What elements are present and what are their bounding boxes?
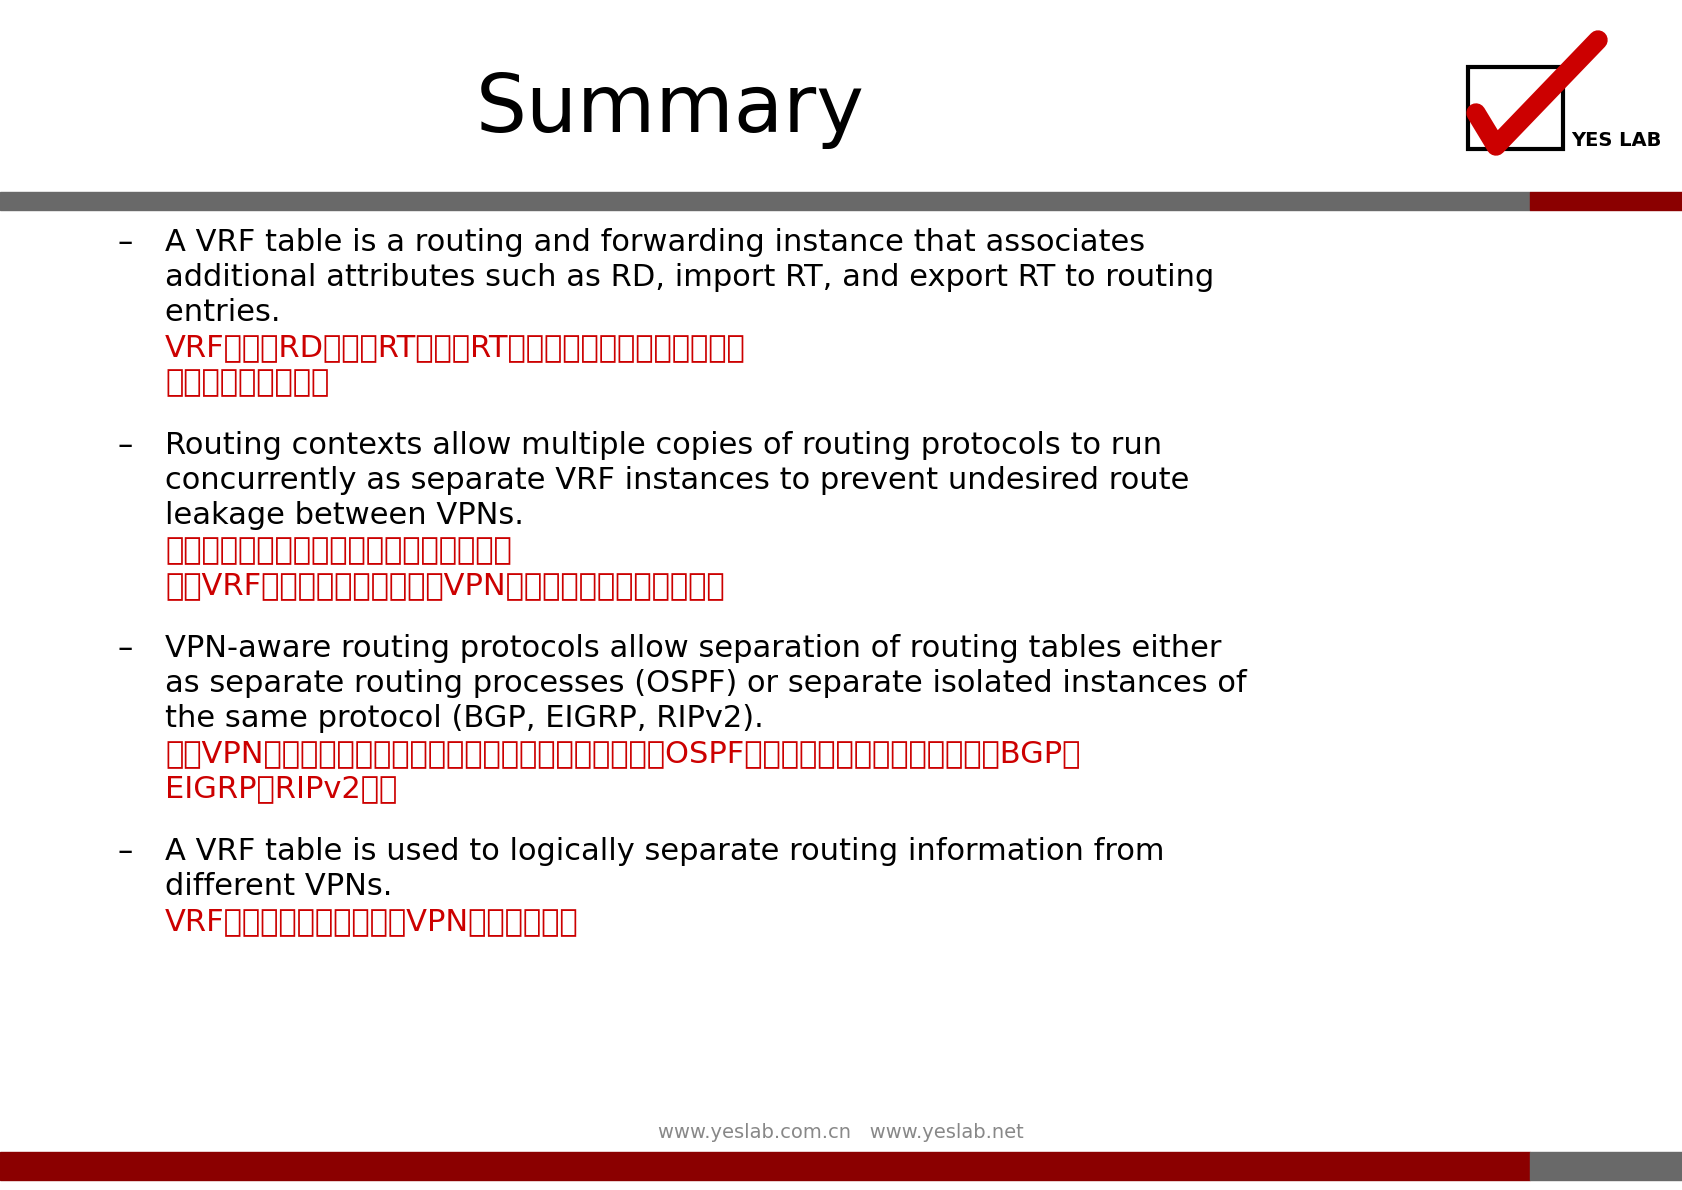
- Text: www.yeslab.com.cn   www.yeslab.net: www.yeslab.com.cn www.yeslab.net: [658, 1123, 1023, 1142]
- Text: EIGRP，RIPv2）。: EIGRP，RIPv2）。: [165, 774, 397, 803]
- Text: Routing contexts allow multiple copies of routing protocols to run: Routing contexts allow multiple copies o…: [165, 431, 1162, 461]
- Text: 独的VRF实例同时运行，以防止VPN之间的不必要的路由泄漏。: 独的VRF实例同时运行，以防止VPN之间的不必要的路由泄漏。: [165, 571, 725, 600]
- Text: –: –: [118, 431, 133, 461]
- Text: different VPNs.: different VPNs.: [165, 872, 402, 901]
- Text: A VRF table is used to logically separate routing information from: A VRF table is used to logically separat…: [165, 837, 1164, 866]
- Text: leakage between VPNs.: leakage between VPNs.: [165, 501, 523, 530]
- Text: YES LAB: YES LAB: [1569, 131, 1660, 150]
- Text: 路由上下文允许路由协议的多个副本作为单: 路由上下文允许路由协议的多个副本作为单: [165, 536, 511, 565]
- Bar: [0, 1152, 1529, 1180]
- Text: additional attributes such as RD, import RT, and export RT to routing: additional attributes such as RD, import…: [165, 263, 1213, 292]
- Text: as separate routing processes (OSPF) or separate isolated instances of: as separate routing processes (OSPF) or …: [165, 669, 1246, 699]
- Text: 支持VPN的路由协议允许将路由表分离为单独的路由进程（OSPF）或相同协议的单独隔离实例（BGP，: 支持VPN的路由协议允许将路由表分离为单独的路由进程（OSPF）或相同协议的单独…: [165, 739, 1080, 768]
- Text: the same protocol (BGP, EIGRP, RIPv2).: the same protocol (BGP, EIGRP, RIPv2).: [165, 704, 764, 733]
- Text: A VRF table is a routing and forwarding instance that associates: A VRF table is a routing and forwarding …: [165, 228, 1144, 257]
- Text: –: –: [118, 837, 133, 866]
- Bar: [1529, 1152, 1682, 1180]
- Text: VRF表是将RD，导入RT和导出RT等附加属性与路由条目相关联: VRF表是将RD，导入RT和导出RT等附加属性与路由条目相关联: [165, 333, 745, 362]
- Text: VPN-aware routing protocols allow separation of routing tables either: VPN-aware routing protocols allow separa…: [165, 634, 1221, 663]
- Text: concurrently as separate VRF instances to prevent undesired route: concurrently as separate VRF instances t…: [165, 466, 1189, 495]
- Bar: [0, 192, 1529, 209]
- Text: entries.: entries.: [165, 298, 289, 327]
- Bar: [1467, 67, 1563, 149]
- Text: 的路由和转发实例。: 的路由和转发实例。: [165, 368, 330, 397]
- Text: VRF表用于逻辑上分离不同VPN的路由信息。: VRF表用于逻辑上分离不同VPN的路由信息。: [165, 907, 579, 937]
- Bar: [1529, 192, 1682, 209]
- Text: –: –: [118, 228, 133, 257]
- Text: –: –: [118, 634, 133, 663]
- Text: Summary: Summary: [476, 71, 865, 149]
